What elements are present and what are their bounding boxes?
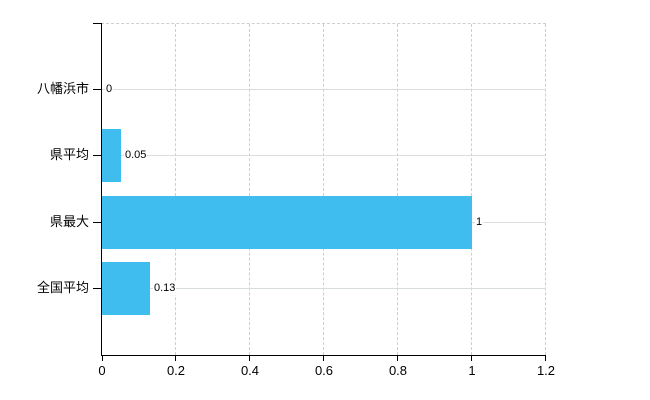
x-axis-tick-label: 0.2 [166,363,186,378]
gridline-vertical [545,24,546,355]
gridline-vertical [471,24,472,355]
y-axis-top-tick [93,23,102,24]
category-label: 県平均 [49,147,89,162]
value-label: 0 [105,82,114,96]
bar [102,196,472,249]
x-axis-tick [545,355,546,361]
category-label: 全国平均 [36,280,89,295]
bar [102,262,150,315]
x-axis-tick-label: 0 [98,363,106,378]
x-axis-tick [471,355,472,361]
gridline-horizontal [102,89,546,90]
gridline-vertical [249,24,250,355]
x-axis-tick-label: 0.8 [388,363,408,378]
x-axis-tick [397,355,398,361]
x-axis-tick [323,355,324,361]
y-axis-tick [93,89,102,90]
gridline-vertical [397,24,398,355]
x-axis-tick [102,355,103,361]
plot-area: 0 0.2 0.4 0.6 0.8 1 1.2 八幡浜市 0 県平均 0.05 県最大 1 全国平均 0.1… [37,23,555,378]
x-axis-tick [249,355,250,361]
y-axis-tick [93,288,102,289]
value-label: 1 [475,215,484,229]
gridline-horizontal [102,288,546,289]
x-axis-tick-label: 0.6 [314,363,334,378]
x-axis-tick-label: 1.2 [536,363,556,378]
gridline-vertical [323,24,324,355]
y-axis-tick [93,222,102,223]
category-label: 県最大 [49,214,89,229]
gridline-horizontal [102,155,546,156]
x-axis-tick-label: 1 [468,363,476,378]
value-label: 0.05 [124,148,148,162]
bar [102,129,121,182]
x-axis-tick [175,355,176,361]
y-axis-tick [93,155,102,156]
gridline-vertical [175,24,176,355]
category-label: 八幡浜市 [36,81,89,96]
value-label: 0.13 [153,281,177,295]
x-axis-tick-label: 0.4 [240,363,260,378]
